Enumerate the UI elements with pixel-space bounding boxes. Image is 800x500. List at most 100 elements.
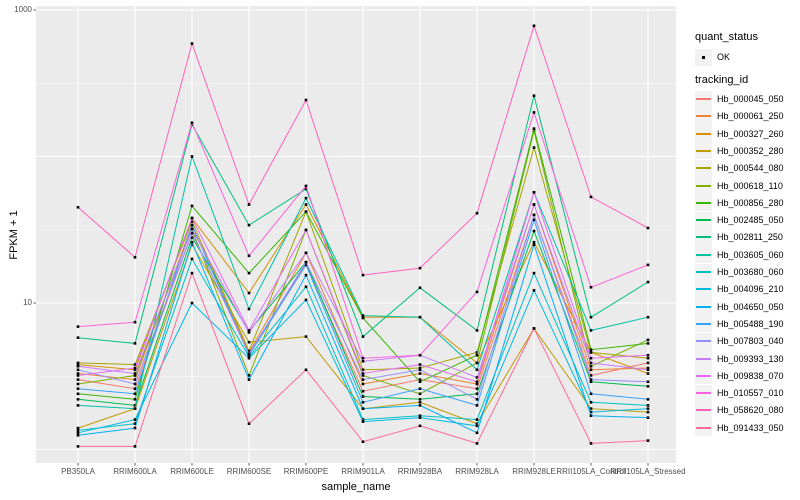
legend-key-box bbox=[695, 298, 712, 316]
legend-item-Hb_009838_070: Hb_009838_070 bbox=[695, 367, 784, 385]
legend-line-icon bbox=[696, 340, 711, 343]
legend-key-box bbox=[695, 419, 712, 437]
legend-item-label: Hb_002485_050 bbox=[717, 215, 784, 226]
x-tick-label: RRIM928LE bbox=[512, 467, 556, 476]
legend-item-label: Hb_000544_080 bbox=[717, 163, 784, 174]
legend-item-Hb_009393_130: Hb_009393_130 bbox=[695, 350, 784, 367]
legend-key-box bbox=[695, 48, 712, 66]
data-points-Hb_005488_190 bbox=[76, 218, 650, 407]
legend-item-label: Hb_004096_210 bbox=[717, 284, 784, 295]
data-points-Hb_004096_210 bbox=[76, 289, 650, 435]
legend-item-label: Hb_005488_190 bbox=[717, 318, 784, 329]
x-tick-label: RRIM600LE bbox=[170, 467, 214, 476]
legend-item-label: Hb_009393_130 bbox=[717, 353, 784, 364]
legend-key-box bbox=[695, 228, 712, 246]
legend-item-Hb_000618_110: Hb_000618_110 bbox=[695, 177, 783, 194]
legend-item-Hb_003605_060: Hb_003605_060 bbox=[695, 246, 784, 264]
legend-key-box bbox=[695, 194, 712, 212]
data-points-Hb_002811_250 bbox=[76, 94, 650, 345]
tracking-id-legend-title: tracking_id bbox=[695, 74, 749, 86]
x-tick-label: RRIM928LA bbox=[455, 467, 499, 476]
legend-item-Hb_000327_260: Hb_000327_260 bbox=[695, 125, 784, 143]
x-tick-label: RRIM600PE bbox=[283, 467, 329, 476]
legend-line-icon bbox=[696, 115, 711, 118]
legend-key-box bbox=[695, 332, 712, 350]
y-tick-label: 10 bbox=[23, 298, 32, 307]
legend-key-box bbox=[695, 159, 712, 177]
quant-status-ok-label: OK bbox=[717, 52, 731, 62]
legend-item-label: Hb_000327_260 bbox=[717, 128, 784, 139]
legend-item-Hb_000856_280: Hb_000856_280 bbox=[695, 194, 784, 212]
data-points-Hb_007803_040 bbox=[76, 213, 650, 401]
legend-key-box bbox=[695, 401, 712, 419]
legend-item-Hb_002485_050: Hb_002485_050 bbox=[695, 211, 784, 229]
legend-line-icon bbox=[696, 392, 711, 395]
legend-key-box bbox=[695, 246, 712, 264]
x-tick-label: RRIM600LA bbox=[113, 467, 157, 476]
legend-item-Hb_003680_060: Hb_003680_060 bbox=[695, 263, 784, 281]
data-points-Hb_009838_070 bbox=[76, 190, 650, 384]
legend-line-icon bbox=[696, 132, 711, 135]
x-tick-label: RRIM901LA bbox=[341, 467, 385, 476]
panel-background bbox=[36, 6, 676, 463]
legend-item-Hb_000045_050: Hb_000045_050 bbox=[695, 90, 784, 108]
legend-line-icon bbox=[696, 219, 711, 222]
legend-item-label: Hb_010557_010 bbox=[717, 388, 784, 399]
legend-key-box bbox=[695, 315, 712, 333]
legend-item-label: Hb_003605_060 bbox=[717, 249, 784, 260]
legend-line-icon bbox=[696, 98, 711, 100]
legend-key-box bbox=[695, 384, 712, 402]
quant-status-legend-item: OK bbox=[695, 48, 731, 66]
legend-key-box bbox=[695, 107, 712, 125]
legend-item-Hb_004650_050: Hb_004650_050 bbox=[695, 298, 784, 316]
legend-line-icon bbox=[696, 305, 711, 308]
legend-key-box bbox=[695, 263, 712, 281]
data-points-Hb_058620_080 bbox=[76, 24, 650, 277]
x-tick-label: RRIM928BA bbox=[397, 467, 443, 476]
legend-key-box bbox=[695, 211, 712, 229]
legend-key-box bbox=[695, 350, 712, 367]
legend-line-icon bbox=[696, 201, 711, 204]
legend-item-Hb_002811_250: Hb_002811_250 bbox=[695, 228, 783, 246]
legend-key-box bbox=[695, 367, 712, 385]
legend-key-box bbox=[695, 177, 712, 194]
data-points-Hb_003680_060 bbox=[76, 257, 650, 432]
x-axis-title: sample_name bbox=[321, 481, 391, 493]
legend-item-label: Hb_009838_070 bbox=[717, 370, 784, 381]
legend-item-label: Hb_007803_040 bbox=[717, 336, 784, 347]
legend-line-icon bbox=[696, 357, 711, 360]
legend-item-label: Hb_000061_250 bbox=[717, 111, 784, 122]
legend-item-Hb_058620_080: Hb_058620_080 bbox=[695, 401, 784, 419]
legend-line-icon bbox=[696, 167, 711, 170]
x-tick-label: PB350LA bbox=[61, 467, 95, 476]
legend-item-Hb_005488_190: Hb_005488_190 bbox=[695, 315, 784, 333]
data-points-Hb_000856_280 bbox=[76, 127, 650, 401]
legend-line-icon bbox=[696, 426, 711, 429]
legend-item-label: Hb_000045_050 bbox=[717, 94, 784, 104]
y-tick-label: 1000 bbox=[14, 5, 32, 14]
legend-line-icon bbox=[696, 322, 711, 325]
legend-line-icon bbox=[696, 236, 711, 239]
data-points-Hb_010557_010 bbox=[76, 111, 650, 360]
point-marker-icon bbox=[702, 55, 705, 59]
legend-item-label: Hb_004650_050 bbox=[717, 301, 784, 312]
legend-item-Hb_010557_010: Hb_010557_010 bbox=[695, 384, 784, 402]
legend-line-icon bbox=[696, 409, 711, 412]
legend-item-label: Hb_000856_280 bbox=[717, 197, 784, 208]
x-tick-label: RRII105LA_Control bbox=[556, 467, 626, 476]
legend-item-label: Hb_058620_080 bbox=[717, 405, 784, 416]
legend-key-box bbox=[695, 90, 712, 108]
legend-item-Hb_007803_040: Hb_007803_040 bbox=[695, 332, 784, 350]
legend-item-Hb_000544_080: Hb_000544_080 bbox=[695, 159, 784, 177]
legend-line-icon bbox=[696, 149, 711, 152]
legend-line-icon bbox=[696, 271, 711, 273]
quant-status-legend-title: quant_status bbox=[695, 31, 758, 43]
legend-line-icon bbox=[696, 288, 711, 291]
x-tick-label: RRIM600SE bbox=[226, 467, 272, 476]
legend-item-Hb_000061_250: Hb_000061_250 bbox=[695, 107, 784, 125]
y-axis-title: FPKM + 1 bbox=[8, 210, 20, 260]
legend-item-label: Hb_003680_060 bbox=[717, 267, 784, 277]
legend-item-Hb_004096_210: Hb_004096_210 bbox=[695, 280, 784, 298]
